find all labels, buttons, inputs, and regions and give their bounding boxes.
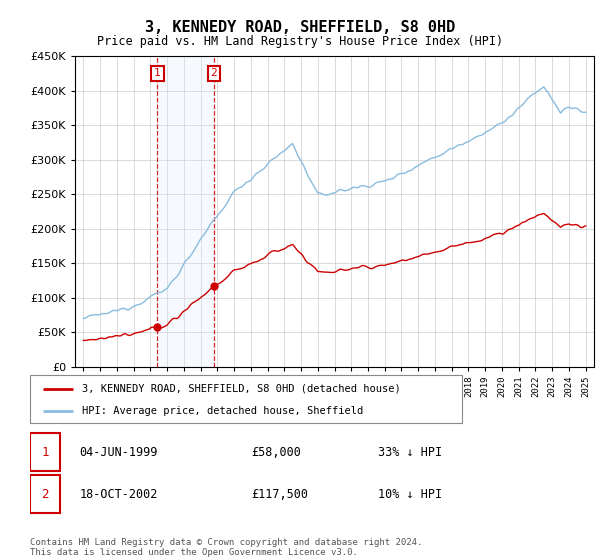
Text: Contains HM Land Registry data © Crown copyright and database right 2024.
This d: Contains HM Land Registry data © Crown c… xyxy=(30,538,422,557)
FancyBboxPatch shape xyxy=(30,375,462,423)
FancyBboxPatch shape xyxy=(30,475,61,513)
Text: HPI: Average price, detached house, Sheffield: HPI: Average price, detached house, Shef… xyxy=(82,406,363,416)
Text: 3, KENNEDY ROAD, SHEFFIELD, S8 0HD: 3, KENNEDY ROAD, SHEFFIELD, S8 0HD xyxy=(145,20,455,35)
Text: 10% ↓ HPI: 10% ↓ HPI xyxy=(378,488,442,501)
Text: £117,500: £117,500 xyxy=(251,488,308,501)
Text: 33% ↓ HPI: 33% ↓ HPI xyxy=(378,446,442,459)
Text: 04-JUN-1999: 04-JUN-1999 xyxy=(80,446,158,459)
FancyBboxPatch shape xyxy=(30,433,61,471)
Bar xyxy=(157,56,214,367)
Text: Price paid vs. HM Land Registry's House Price Index (HPI): Price paid vs. HM Land Registry's House … xyxy=(97,35,503,48)
Text: £58,000: £58,000 xyxy=(251,446,301,459)
Text: 1: 1 xyxy=(41,446,49,459)
Text: 2: 2 xyxy=(41,488,49,501)
Text: 1: 1 xyxy=(154,68,161,78)
Text: 2: 2 xyxy=(211,68,217,78)
Text: 18-OCT-2002: 18-OCT-2002 xyxy=(80,488,158,501)
Text: 3, KENNEDY ROAD, SHEFFIELD, S8 0HD (detached house): 3, KENNEDY ROAD, SHEFFIELD, S8 0HD (deta… xyxy=(82,384,401,394)
